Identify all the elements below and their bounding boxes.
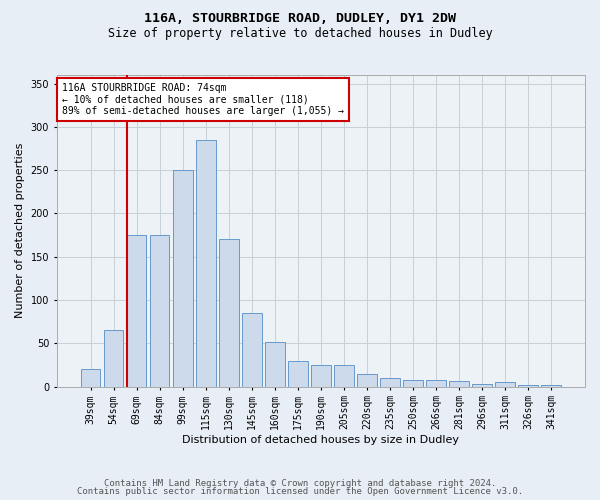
Bar: [357, 374, 377, 386]
Text: 116A STOURBRIDGE ROAD: 74sqm
← 10% of detached houses are smaller (118)
89% of s: 116A STOURBRIDGE ROAD: 74sqm ← 10% of de…: [62, 83, 344, 116]
Y-axis label: Number of detached properties: Number of detached properties: [15, 143, 25, 318]
Bar: [288, 360, 308, 386]
Text: Contains public sector information licensed under the Open Government Licence v3: Contains public sector information licen…: [77, 487, 523, 496]
Text: Contains HM Land Registry data © Crown copyright and database right 2024.: Contains HM Land Registry data © Crown c…: [104, 478, 496, 488]
Bar: [173, 170, 193, 386]
Text: Size of property relative to detached houses in Dudley: Size of property relative to detached ho…: [107, 28, 493, 40]
Bar: [127, 235, 146, 386]
Bar: [496, 382, 515, 386]
Text: 116A, STOURBRIDGE ROAD, DUDLEY, DY1 2DW: 116A, STOURBRIDGE ROAD, DUDLEY, DY1 2DW: [144, 12, 456, 26]
Bar: [449, 382, 469, 386]
Bar: [518, 385, 538, 386]
Bar: [472, 384, 492, 386]
Bar: [196, 140, 215, 386]
Bar: [380, 378, 400, 386]
Bar: [403, 380, 423, 386]
Bar: [242, 313, 262, 386]
Bar: [311, 365, 331, 386]
Bar: [104, 330, 124, 386]
Bar: [541, 385, 561, 386]
Bar: [265, 342, 284, 386]
Bar: [426, 380, 446, 386]
Bar: [219, 240, 239, 386]
Bar: [150, 235, 169, 386]
X-axis label: Distribution of detached houses by size in Dudley: Distribution of detached houses by size …: [182, 435, 460, 445]
Bar: [81, 369, 100, 386]
Bar: [334, 365, 354, 386]
